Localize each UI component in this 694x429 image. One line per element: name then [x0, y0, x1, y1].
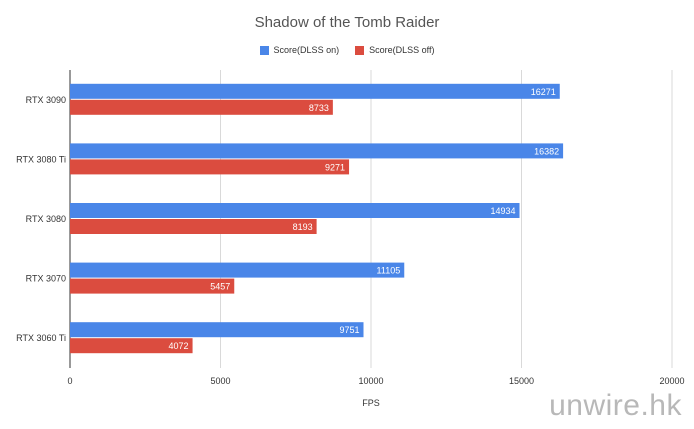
category-label-1: RTX 3080 Ti	[16, 154, 66, 164]
bar-1-4	[70, 338, 193, 354]
category-label-0: RTX 3090	[26, 95, 66, 105]
category-label-3: RTX 3070	[26, 274, 66, 284]
x-axis-title: FPS	[362, 398, 380, 408]
data-label-0-4: 9751	[339, 325, 359, 335]
bar-0-3	[70, 262, 405, 278]
legend-swatch-dlss-off	[355, 45, 365, 55]
data-label-0-2: 14934	[490, 206, 515, 216]
bar-1-2	[70, 219, 317, 234]
bar-0-1	[70, 143, 564, 159]
x-tick-label-2: 10000	[358, 376, 383, 386]
data-label-1-0: 8733	[309, 103, 329, 113]
bar-0-4	[70, 322, 364, 338]
bar-1-1	[70, 159, 350, 175]
x-tick-label-3: 15000	[509, 376, 534, 386]
chart-legend: Score(DLSS on) Score(DLSS off)	[0, 45, 694, 55]
bar-0-0	[70, 83, 560, 99]
legend-label-dlss-off: Score(DLSS off)	[369, 45, 435, 55]
data-label-1-3: 5457	[210, 282, 230, 292]
chart-title: Shadow of the Tomb Raider	[254, 14, 440, 31]
bar-1-0	[70, 99, 333, 115]
x-tick-label-4: 20000	[659, 376, 684, 386]
data-label-0-1: 16382	[534, 146, 559, 156]
watermark: unwire.hk	[549, 389, 682, 422]
data-label-1-4: 4072	[169, 341, 189, 351]
category-label-4: RTX 3060 Ti	[16, 333, 66, 343]
x-tick-label-1: 5000	[210, 376, 230, 386]
legend-label-dlss-on: Score(DLSS on)	[273, 45, 340, 55]
legend-item-dlss-off: Score(DLSS off)	[355, 45, 434, 55]
data-label-1-1: 9271	[325, 162, 345, 172]
category-label-2: RTX 3080	[26, 214, 66, 224]
x-tick-label-0: 0	[67, 376, 72, 386]
bar-0-2	[70, 203, 520, 218]
legend-swatch-dlss-on	[259, 45, 269, 55]
data-label-1-2: 8193	[293, 222, 313, 232]
bar-1-3	[70, 278, 235, 294]
legend-item-dlss-on: Score(DLSS on)	[259, 45, 340, 55]
data-label-0-0: 16271	[531, 87, 556, 97]
data-label-0-3: 11105	[377, 266, 401, 276]
